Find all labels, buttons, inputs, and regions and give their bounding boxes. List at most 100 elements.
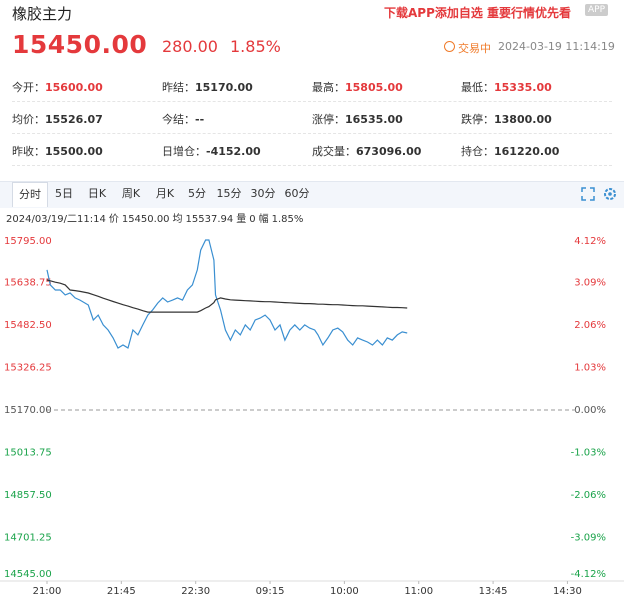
separator: [12, 101, 612, 102]
stat-label: 成交量：: [312, 145, 356, 158]
stat-value: 15170.00: [195, 81, 253, 94]
stat: 跌停：13800.00: [461, 111, 552, 127]
y-tick-label: 15013.75: [4, 448, 52, 459]
info-line: 2024/03/19/二11:14 价 15450.00 均 15537.94 量 0 幅 1.…: [6, 210, 306, 225]
x-tick-label: 14:30: [553, 586, 582, 597]
y2-tick-label: 4.12%: [574, 236, 606, 247]
separator: [12, 165, 612, 166]
stat-label: 跌停：: [461, 113, 494, 126]
x-tick-label: 21:45: [107, 586, 136, 597]
x-tick-label: 11:00: [404, 586, 433, 597]
info-item: 2024/03/19/二11:14: [6, 214, 106, 225]
info-item: 0: [249, 214, 256, 225]
tab[interactable]: 30分: [250, 187, 276, 200]
time: 2024-03-19 11:14:19: [498, 40, 615, 53]
change-pct: 1.85%: [230, 37, 281, 56]
tab[interactable]: 15分: [216, 187, 242, 200]
y-tick-label: 15170.00: [4, 405, 52, 416]
x-tick-label: 09:15: [256, 586, 285, 597]
expand-icon[interactable]: [581, 187, 595, 201]
y2-tick-label: -2.06%: [571, 490, 606, 501]
y-tick-label: 15638.75: [4, 278, 52, 289]
info-item: 15537.94: [185, 214, 234, 225]
clock-icon: [444, 41, 455, 52]
x-tick-label: 13:45: [479, 586, 508, 597]
stat-value: 13800.00: [494, 113, 552, 126]
stat: 持仓：161220.00: [461, 143, 559, 159]
stat-label: 最低：: [461, 81, 494, 94]
stat-label: 昨结：: [162, 81, 195, 94]
stat: 日增仓：-4152.00: [162, 143, 261, 159]
title: 橡胶主力: [12, 5, 73, 23]
y-tick-label: 15326.25: [4, 363, 52, 374]
stat: 昨结：15170.00: [162, 79, 253, 95]
stat-value: --: [195, 113, 205, 126]
stat: 今结：--: [162, 111, 204, 127]
series-line: [46, 239, 408, 349]
info-item: 均: [172, 214, 183, 225]
stat: 成交量：673096.00: [312, 143, 421, 159]
info-item: 量: [236, 214, 247, 225]
tab[interactable]: 周K: [121, 187, 141, 200]
y-tick-label: 14701.25: [4, 533, 52, 544]
stat-label: 涨停：: [312, 113, 345, 126]
y-tick-label: 14857.50: [4, 490, 52, 501]
y2-tick-label: 2.06%: [574, 320, 606, 331]
info-item: 价: [108, 214, 119, 225]
stat-value: 673096.00: [356, 145, 422, 158]
y-tick-label: 15482.50: [4, 320, 52, 331]
stat-label: 今结：: [162, 113, 195, 126]
price: 15450.00: [12, 30, 148, 59]
app-badge[interactable]: APP: [585, 4, 609, 16]
stats-row: 今开：15600.00 昨结：15170.00 最高：15805.00 最低：1533…: [0, 70, 624, 101]
stat: 均价：15526.07: [12, 111, 103, 127]
stat-value: 15335.00: [494, 81, 552, 94]
x-tick-label: 22:30: [181, 586, 210, 597]
promo[interactable]: 下载APP添加自选 重要行情优先看: [384, 6, 572, 20]
y-tick-label: 14545.00: [4, 569, 52, 580]
info-item: 幅: [258, 214, 269, 225]
stat-label: 持仓：: [461, 145, 494, 158]
y2-tick-label: -3.09%: [571, 533, 606, 544]
y2-tick-label: 3.09%: [574, 278, 606, 289]
y2-tick-label: -1.03%: [571, 448, 606, 459]
change: 280.00: [162, 37, 218, 56]
stat: 昨收：15500.00: [12, 143, 103, 159]
stats-row: 均价：15526.07 今结：-- 涨停：16535.00 跌停：13800.00: [0, 102, 624, 133]
tab[interactable]: 月K: [155, 187, 175, 200]
stat-label: 最高：: [312, 81, 345, 94]
stat-value: -4152.00: [206, 145, 261, 158]
stat-label: 均价：: [12, 113, 45, 126]
settings-icon[interactable]: [603, 187, 617, 201]
tab[interactable]: 分时: [12, 182, 48, 207]
y2-tick-label: 1.03%: [574, 363, 606, 374]
separator: [12, 133, 612, 134]
stat: 今开：15600.00: [12, 79, 103, 95]
status: 交易中: [458, 42, 491, 55]
x-tick-label: 10:00: [330, 586, 359, 597]
stat-label: 今开：: [12, 81, 45, 94]
stat-value: 161220.00: [494, 145, 560, 158]
stat-value: 15500.00: [45, 145, 103, 158]
tab[interactable]: 日K: [87, 187, 107, 200]
y2-tick-label: 0.00%: [574, 405, 606, 416]
tab[interactable]: 60分: [284, 187, 310, 200]
stat: 涨停：16535.00: [312, 111, 403, 127]
tab-bar: 分时 5日 日K 周K 月K 5分 15分 30分 60分: [0, 181, 624, 208]
stat-label: 昨收：: [12, 145, 45, 158]
stat-value: 15805.00: [345, 81, 403, 94]
stat-value: 15600.00: [45, 81, 103, 94]
stat: 最高：15805.00: [312, 79, 403, 95]
stat-value: 15526.07: [45, 113, 103, 126]
tab[interactable]: 5分: [188, 187, 206, 200]
y-tick-label: 15795.00: [4, 236, 52, 247]
info-item: 15450.00: [121, 214, 170, 225]
series-line: [46, 279, 408, 313]
stat-value: 16535.00: [345, 113, 403, 126]
stats-row: 昨收：15500.00 日增仓：-4152.00 成交量：673096.00 持仓：1…: [0, 134, 624, 165]
x-tick-label: 21:00: [33, 586, 62, 597]
y2-tick-label: -4.12%: [571, 569, 606, 580]
tab[interactable]: 5日: [55, 187, 73, 200]
